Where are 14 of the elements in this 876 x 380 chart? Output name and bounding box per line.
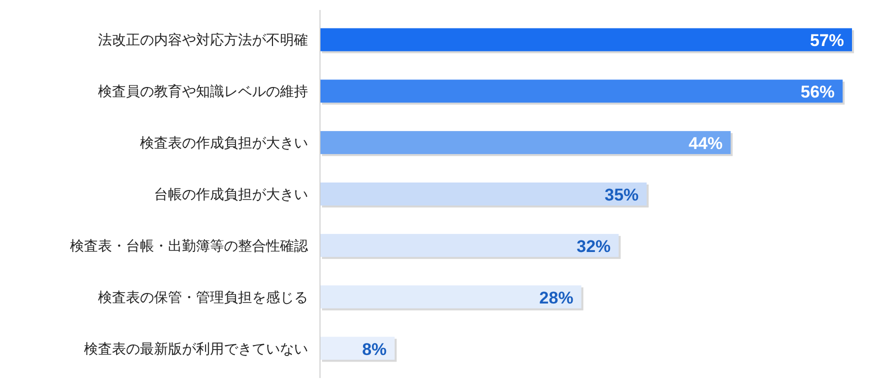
y-tick-label: 検査表の作成負担が大きい <box>140 134 308 151</box>
data-label: 8% <box>362 340 387 359</box>
y-tick-label: 検査表の保管・管理負担を感じる <box>98 288 308 305</box>
data-label: 57% <box>810 31 844 50</box>
data-label: 35% <box>604 186 639 204</box>
y-tick-label: 法改正の内容や対応方法が不明確 <box>98 32 308 48</box>
data-label: 56% <box>800 82 835 102</box>
data-label: 44% <box>688 134 723 154</box>
y-tick-label: 検査表・台帳・出勤簿等の整合性確認 <box>70 237 308 254</box>
y-tick-label: 検査員の教育や知識レベルの維持 <box>98 83 308 100</box>
y-tick-label: 台帳の作成負担が大きい <box>154 186 308 202</box>
y-tick-label: 検査表の最新版が利用できていない <box>84 340 308 356</box>
data-label: 28% <box>539 288 574 308</box>
data-label: 32% <box>576 236 611 256</box>
